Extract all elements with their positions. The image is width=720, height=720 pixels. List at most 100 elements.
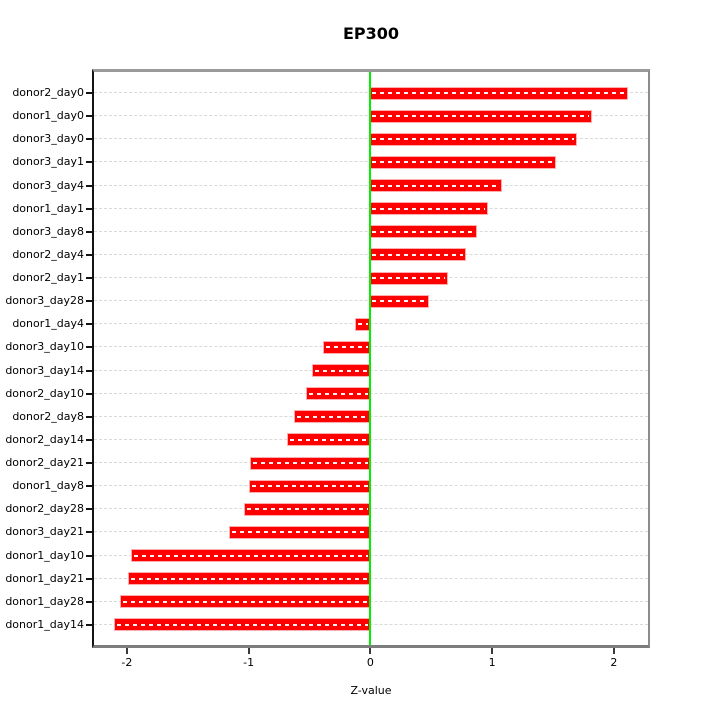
bar-stripe — [326, 346, 369, 349]
y-tick — [86, 508, 92, 511]
y-tick — [86, 115, 92, 118]
bar-stripe — [133, 554, 369, 557]
bar-stripe — [372, 207, 486, 210]
y-tick — [86, 554, 92, 557]
y-axis-label: donor1_day4 — [12, 317, 84, 331]
y-tick — [86, 485, 92, 488]
bar-stripe — [131, 577, 369, 580]
bar-stripe — [372, 138, 575, 141]
bar-stripe — [309, 392, 369, 395]
bar — [370, 180, 501, 192]
y-axis-label: donor1_day28 — [5, 594, 84, 608]
y-axis-label: donor1_day0 — [12, 109, 84, 123]
y-tick — [86, 138, 92, 141]
y-tick — [86, 161, 92, 164]
y-axis-label: donor2_day8 — [12, 409, 84, 423]
y-axis-label: donor2_day4 — [12, 247, 84, 261]
y-axis-label: donor3_day0 — [12, 132, 84, 146]
y-tick — [86, 531, 92, 534]
y-tick — [86, 323, 92, 326]
y-axis-label: donor3_day8 — [12, 224, 84, 238]
x-tick — [612, 648, 615, 654]
y-tick — [86, 392, 92, 395]
bar-stripe — [372, 230, 475, 233]
y-axis-label: donor1_day10 — [5, 548, 84, 562]
x-tick-label: 0 — [366, 656, 374, 669]
y-tick — [86, 346, 92, 349]
bar — [313, 365, 371, 377]
y-tick — [86, 207, 92, 210]
y-tick — [86, 300, 92, 303]
y-axis-label: donor2_day21 — [5, 456, 84, 470]
bar — [251, 457, 371, 469]
y-axis-label: donor3_day28 — [5, 294, 84, 308]
bar-stripe — [372, 253, 464, 256]
bar-stripe — [372, 300, 426, 303]
bar — [355, 318, 371, 330]
x-tick — [491, 648, 494, 654]
bar-stripe — [372, 161, 554, 164]
bar-stripe — [357, 323, 369, 326]
bar-stripe — [372, 277, 446, 280]
y-axis-label: donor3_day1 — [12, 155, 84, 169]
bar-stripe — [372, 115, 589, 118]
bar — [131, 550, 371, 562]
x-axis-title: Z-value — [350, 684, 392, 697]
bar — [370, 203, 488, 215]
bar — [249, 480, 371, 492]
y-axis-label: donor2_day14 — [5, 432, 84, 446]
bar — [370, 87, 628, 99]
bar — [370, 133, 577, 145]
y-tick — [86, 415, 92, 418]
bar — [129, 573, 371, 585]
bar-stripe — [253, 462, 369, 465]
bar — [120, 596, 371, 608]
bar — [324, 341, 371, 353]
bar — [370, 272, 448, 284]
zero-line — [369, 72, 372, 645]
x-tick — [125, 648, 128, 654]
y-axis-label: donor3_day21 — [5, 525, 84, 539]
y-axis-label: donor1_day14 — [5, 617, 84, 631]
bar — [244, 503, 371, 515]
y-axis-label: donor2_day10 — [5, 386, 84, 400]
y-tick — [86, 92, 92, 94]
x-tick-label: 2 — [610, 656, 618, 669]
bar-stripe — [246, 508, 369, 511]
y-axis-label: donor2_day28 — [5, 502, 84, 516]
bar-stripe — [296, 415, 369, 418]
y-tick — [86, 600, 92, 603]
bar — [114, 619, 371, 631]
bar — [230, 526, 371, 538]
bar — [294, 411, 371, 423]
bar-stripe — [315, 369, 369, 372]
bar-stripe — [116, 623, 369, 626]
y-tick — [86, 369, 92, 372]
y-axis-label: donor3_day4 — [12, 178, 84, 192]
y-axis-label: donor1_day8 — [12, 479, 84, 493]
y-tick — [86, 438, 92, 441]
y-tick — [86, 577, 92, 580]
bar — [370, 110, 591, 122]
y-tick — [86, 462, 92, 465]
y-tick — [86, 230, 92, 233]
bar-stripe — [372, 184, 499, 187]
y-tick — [86, 184, 92, 187]
y-tick — [86, 253, 92, 256]
bar — [370, 249, 466, 261]
x-tick — [247, 648, 250, 654]
x-tick — [369, 648, 372, 654]
y-axis-label: donor3_day10 — [5, 340, 84, 354]
bar — [287, 434, 371, 446]
bar — [307, 388, 371, 400]
bar — [370, 156, 556, 168]
y-tick — [86, 277, 92, 280]
bar — [370, 226, 477, 238]
bar-stripe — [251, 485, 369, 488]
bar-stripe — [289, 438, 369, 441]
bar — [370, 295, 428, 307]
x-tick-label: 1 — [488, 656, 496, 669]
bar-stripe — [122, 600, 369, 603]
y-axis-label: donor1_day1 — [12, 201, 84, 215]
